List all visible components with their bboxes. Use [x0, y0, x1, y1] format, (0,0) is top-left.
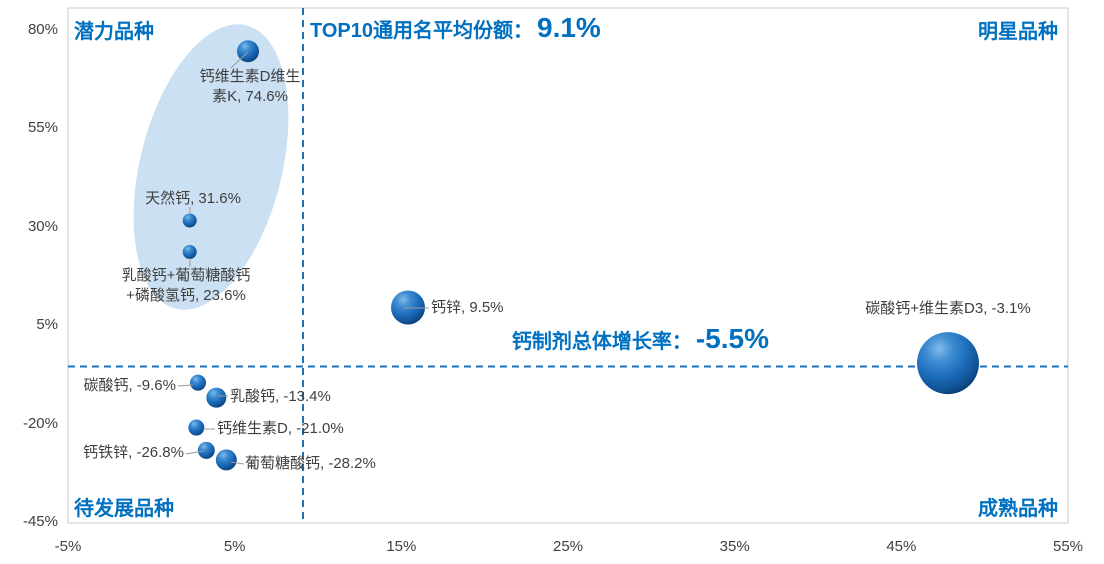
leader-line — [177, 384, 194, 387]
x-axis-tick: 55% — [1052, 538, 1084, 555]
data-bubble — [188, 419, 205, 436]
x-axis-tick: 5% — [223, 538, 246, 555]
x-axis-tick: 25% — [552, 538, 584, 555]
x-axis-tick: 35% — [719, 538, 750, 555]
y-axis-tick: 55% — [27, 119, 58, 137]
leader-line — [230, 51, 249, 69]
data-point-label: 乳酸钙, -13.4% — [230, 387, 331, 407]
data-bubble — [215, 449, 237, 471]
leader-line — [230, 461, 245, 465]
quadrant-label-star: 明星品种 — [978, 21, 1058, 43]
data-point-label: 钙锌, 9.5% — [431, 298, 504, 318]
data-point-label-line: 素K, 74.6% — [212, 88, 288, 105]
chart-title-value: 9.1% — [537, 12, 601, 43]
data-point-label-line: 钙锌, 9.5% — [431, 299, 504, 316]
overall-growth-value: -5.5% — [695, 323, 769, 354]
data-point-label-line: 乳酸钙+葡萄糖酸钙 — [121, 267, 251, 284]
chart-title: TOP10通用名平均份额： 9.1% — [310, 12, 601, 44]
y-axis-tick: 5% — [36, 316, 58, 334]
data-point-label-line: 葡萄糖酸钙, -28.2% — [245, 455, 376, 472]
data-point-label-line: 钙维生素D, -21.0% — [217, 420, 344, 437]
y-axis-tick: -20% — [22, 414, 58, 432]
data-point-label-line: 钙铁锌, -26.8% — [83, 444, 184, 461]
quadrant-label-mature: 成熟品种 — [978, 498, 1058, 520]
leader-line — [185, 450, 204, 455]
x-axis-tick: 15% — [386, 538, 417, 555]
data-point-label-line: 钙维生素D维生 — [199, 68, 301, 85]
data-point-label: 碳酸钙+维生素D3, -3.1% — [865, 299, 1030, 319]
x-axis-tick: -5% — [54, 538, 82, 555]
quadrant-label-developing: 待发展品种 — [74, 498, 174, 520]
overall-growth-annotation: 钙制剂总体增长率： -5.5% — [0, 323, 769, 355]
data-point-label: 葡萄糖酸钙, -28.2% — [245, 454, 376, 474]
data-bubble — [206, 387, 227, 408]
overall-growth-text: 钙制剂总体增长率： — [511, 331, 692, 353]
data-point-label-line: 碳酸钙+维生素D3, -3.1% — [865, 300, 1031, 317]
y-axis-tick: 80% — [27, 21, 58, 39]
data-bubble — [182, 213, 197, 228]
potential-cluster-ellipse — [133, 24, 289, 310]
data-point-label: 乳酸钙+葡萄糖酸钙 +磷酸氢钙, 23.6% — [122, 266, 251, 306]
quadrant-label-potential: 潜力品种 — [74, 21, 154, 43]
plot-border — [67, 7, 1069, 524]
data-bubble — [391, 290, 425, 325]
y-axis-tick: 30% — [27, 217, 58, 235]
data-point-label-line: +磷酸氢钙, 23.6% — [126, 287, 246, 304]
data-bubble — [917, 332, 979, 395]
data-bubble — [182, 244, 197, 259]
chart-title-text: TOP10通用名平均份额： — [310, 20, 533, 42]
x-axis-tick: 45% — [886, 538, 917, 555]
data-point-label: 钙铁锌, -26.8% — [83, 443, 184, 463]
data-bubble — [190, 374, 206, 391]
data-point-label: 碳酸钙, -9.6% — [83, 376, 176, 396]
data-point-label-line: 乳酸钙, -13.4% — [230, 388, 331, 405]
y-axis-tick: -45% — [22, 513, 58, 531]
data-point-label: 钙维生素D维生 素K, 74.6% — [200, 67, 301, 107]
data-bubble — [197, 441, 215, 459]
data-point-label: 天然钙, 31.6% — [145, 189, 241, 209]
data-point-label-line: 碳酸钙, -9.6% — [83, 377, 176, 394]
data-point-label-line: 天然钙, 31.6% — [145, 190, 241, 207]
data-point-label: 钙维生素D, -21.0% — [217, 419, 344, 439]
